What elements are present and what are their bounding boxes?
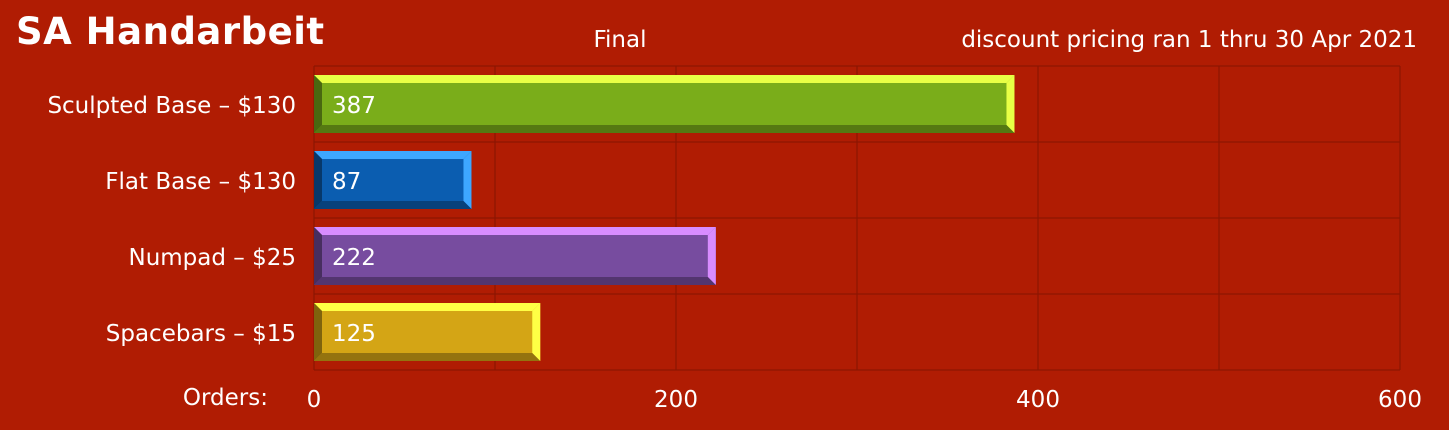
- bar-bevel-right: [463, 151, 472, 209]
- bar-bevel-right: [1006, 75, 1015, 133]
- bar-bevel-left: [314, 227, 322, 285]
- bar-bevel-bottom: [314, 201, 472, 209]
- x-tick-label: 200: [654, 387, 698, 413]
- bar-bevel-right: [532, 303, 541, 361]
- bar: [314, 227, 716, 285]
- bar-bevel-top: [314, 151, 472, 159]
- bar-value-label: 87: [332, 169, 361, 195]
- x-tick-label: 400: [1016, 387, 1060, 413]
- bar-bevel-bottom: [314, 353, 541, 361]
- bar-bevel-bottom: [314, 125, 1015, 133]
- category-label: Spacebars – $15: [106, 321, 296, 347]
- category-label: Sculpted Base – $130: [47, 93, 296, 119]
- x-axis-label: Orders:: [182, 385, 268, 411]
- category-label: Flat Base – $130: [105, 169, 296, 195]
- bar-value-label: 387: [332, 93, 376, 119]
- chart-title: SA Handarbeit: [16, 10, 325, 53]
- chart-subtitle: Final: [593, 27, 647, 53]
- category-label: Numpad – $25: [128, 245, 296, 271]
- x-tick-label: 0: [307, 387, 322, 413]
- bar-bevel-left: [314, 151, 322, 209]
- bar-bevel-left: [314, 75, 322, 133]
- bar: [314, 303, 541, 361]
- bar-bevel-top: [314, 303, 541, 311]
- bar: [314, 75, 1015, 133]
- bar-bevel-top: [314, 227, 716, 235]
- bar: [314, 151, 472, 209]
- bar-value-label: 222: [332, 245, 376, 271]
- x-tick-label: 600: [1378, 387, 1422, 413]
- bar-bevel-left: [314, 303, 322, 361]
- bar-bevel-bottom: [314, 277, 716, 285]
- bar-value-label: 125: [332, 321, 376, 347]
- bar-bevel-top: [314, 75, 1015, 83]
- chart-note: discount pricing ran 1 thru 30 Apr 2021: [961, 27, 1417, 53]
- bar-bevel-right: [707, 227, 716, 285]
